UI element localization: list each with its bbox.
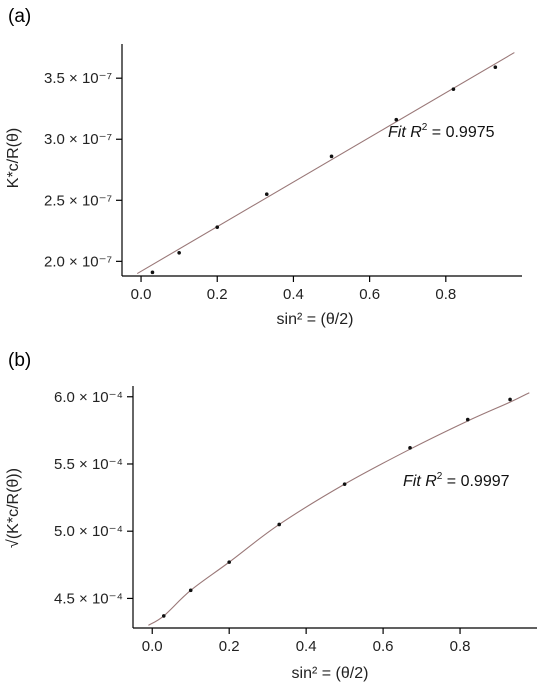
x-tick-label: 0.4 — [296, 638, 317, 655]
x-tick-label: 0.2 — [219, 638, 240, 655]
data-point — [451, 87, 456, 91]
data-point — [161, 614, 166, 618]
fit-annotation: Fit R2 = 0.9997 — [403, 471, 510, 490]
y-tick-label: 2.0 × 10⁻⁷ — [44, 253, 112, 270]
data-point — [329, 154, 334, 159]
y-tick-label: 5.0 × 10⁻⁴ — [54, 523, 123, 540]
y-tick-label: 4.5 × 10⁻⁴ — [54, 590, 123, 607]
data-point — [215, 225, 220, 229]
panel-label: (a) — [8, 6, 31, 27]
y-tick-label: 2.5 × 10⁻⁷ — [44, 192, 112, 209]
x-tick-label: 0.4 — [283, 286, 304, 303]
y-axis-title: K*c/R(θ) — [5, 128, 22, 188]
x-tick-label: 0.6 — [359, 286, 380, 303]
data-point — [188, 588, 193, 593]
data-point — [177, 251, 181, 255]
y-axis-title: √(K*c/R(θ)) — [5, 468, 22, 548]
data-point — [264, 192, 269, 196]
data-point — [408, 446, 412, 450]
x-axis-title: sin² = (θ/2) — [277, 311, 354, 328]
data-point — [277, 522, 282, 527]
x-tick-label: 0.2 — [207, 286, 228, 303]
x-axis-title: sin² = (θ/2) — [292, 665, 369, 682]
x-tick-label: 0.0 — [142, 638, 163, 655]
fit-annotation: Fit R2 = 0.9975 — [388, 122, 495, 141]
y-tick-label: 3.0 × 10⁻⁷ — [44, 131, 112, 148]
x-tick-label: 0.6 — [373, 638, 394, 655]
panel-label: (b) — [8, 350, 31, 371]
data-point — [508, 397, 512, 402]
data-point — [394, 117, 399, 122]
panel-b: (b) √(K*c/R(θ)) sin² = (θ/2) Fit R2 = 0.… — [5, 350, 537, 682]
fit-line — [136, 52, 515, 275]
x-tick-label: 0.8 — [435, 286, 456, 303]
y-tick-label: 6.0 × 10⁻⁴ — [54, 389, 123, 406]
data-point — [150, 270, 155, 275]
data-point — [227, 560, 231, 564]
panel-a: (a) K*c/R(θ) sin² = (θ/2) Fit R2 = 0.997… — [5, 6, 522, 328]
y-tick-label: 3.5 × 10⁻⁷ — [44, 70, 112, 87]
data-point — [493, 65, 498, 69]
y-tick-label: 5.5 × 10⁻⁴ — [54, 456, 123, 473]
x-tick-label: 0.0 — [131, 286, 152, 303]
x-tick-label: 0.8 — [450, 638, 471, 655]
fit-line — [148, 392, 530, 626]
data-point — [342, 482, 347, 486]
data-point — [465, 417, 470, 422]
